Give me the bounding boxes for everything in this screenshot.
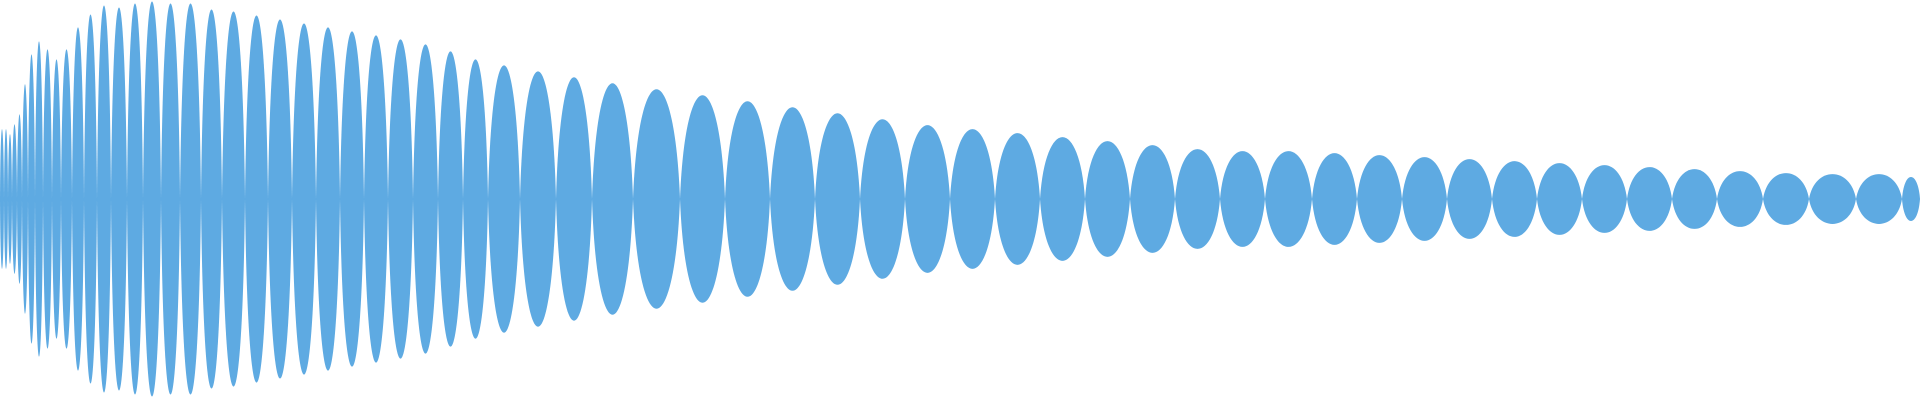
waveform-lobe — [1040, 137, 1085, 261]
waveform-lobe — [995, 133, 1040, 265]
waveform-lobe — [463, 59, 488, 339]
waveform-lobe — [111, 7, 127, 391]
waveform-lobe — [143, 1, 161, 397]
waveform-lobe — [1265, 151, 1312, 247]
waveform-lobe — [8, 134, 12, 264]
waveform-lobe — [17, 114, 22, 284]
waveform-lobe — [22, 84, 28, 314]
waveform-lobe — [950, 129, 995, 269]
waveform-lobe — [488, 65, 520, 333]
waveform-lobe — [0, 129, 4, 269]
waveform-lobe — [1402, 157, 1447, 241]
waveform-lobe — [860, 119, 905, 279]
waveform-lobe — [268, 19, 292, 379]
waveform-lobe — [1717, 171, 1763, 227]
waveform-lobe — [1085, 141, 1130, 257]
waveform-lobe — [633, 89, 680, 309]
waveform-lobe — [43, 49, 52, 349]
waveform-lobe — [97, 5, 111, 393]
waveform-lobe — [1763, 173, 1809, 225]
waveform-lobe — [201, 9, 222, 389]
waveform-lobe — [1809, 174, 1856, 224]
waveform-lobe — [1130, 145, 1175, 253]
waveform-lobe — [84, 14, 97, 384]
waveform-lobe — [28, 54, 35, 344]
waveform-lobe — [4, 129, 8, 269]
waveform-lobe — [52, 59, 61, 339]
waveform-lobe — [1447, 159, 1492, 239]
waveform-lobe — [680, 95, 725, 303]
waveform-lobe — [340, 31, 364, 367]
waveform-lobe — [222, 11, 245, 387]
waveform-lobe — [292, 23, 316, 375]
waveform-lobe — [592, 83, 633, 315]
waveform-lobe — [1357, 155, 1402, 243]
waveform-lobe — [180, 3, 201, 395]
waveform-lobe — [1856, 174, 1902, 224]
waveform-lobe — [520, 71, 556, 327]
waveform-lobe — [72, 27, 84, 371]
waveform-lobe — [815, 113, 860, 285]
waveform-lobe — [1312, 153, 1357, 245]
waveform-lobe — [161, 3, 180, 395]
waveform-lobe — [12, 124, 17, 274]
waveform-lobe — [770, 107, 815, 291]
waveform-lobe — [556, 77, 592, 321]
waveform-lobe — [1902, 177, 1920, 221]
waveform-lobe — [413, 44, 438, 354]
waveform-lobe — [35, 41, 43, 357]
waveform-lobe — [1582, 165, 1627, 233]
waveform-lobe — [725, 101, 770, 297]
waveform-lobe — [388, 39, 413, 359]
waveform-lobe — [1537, 163, 1582, 235]
waveform-lobe — [1175, 149, 1220, 249]
waveform-lobe — [316, 27, 340, 371]
waveform-lobe — [905, 125, 950, 273]
waveform-lobe — [364, 35, 388, 363]
waveform-lobe — [1672, 169, 1717, 229]
waveform-lobe — [1492, 161, 1537, 237]
waveform-lobe — [61, 49, 72, 349]
waveform-lobe — [245, 15, 268, 383]
waveform-lobe — [1220, 151, 1265, 247]
waveform-lobe — [438, 51, 463, 347]
waveform-lobe — [127, 3, 143, 395]
waveform-lobe — [1627, 167, 1672, 231]
